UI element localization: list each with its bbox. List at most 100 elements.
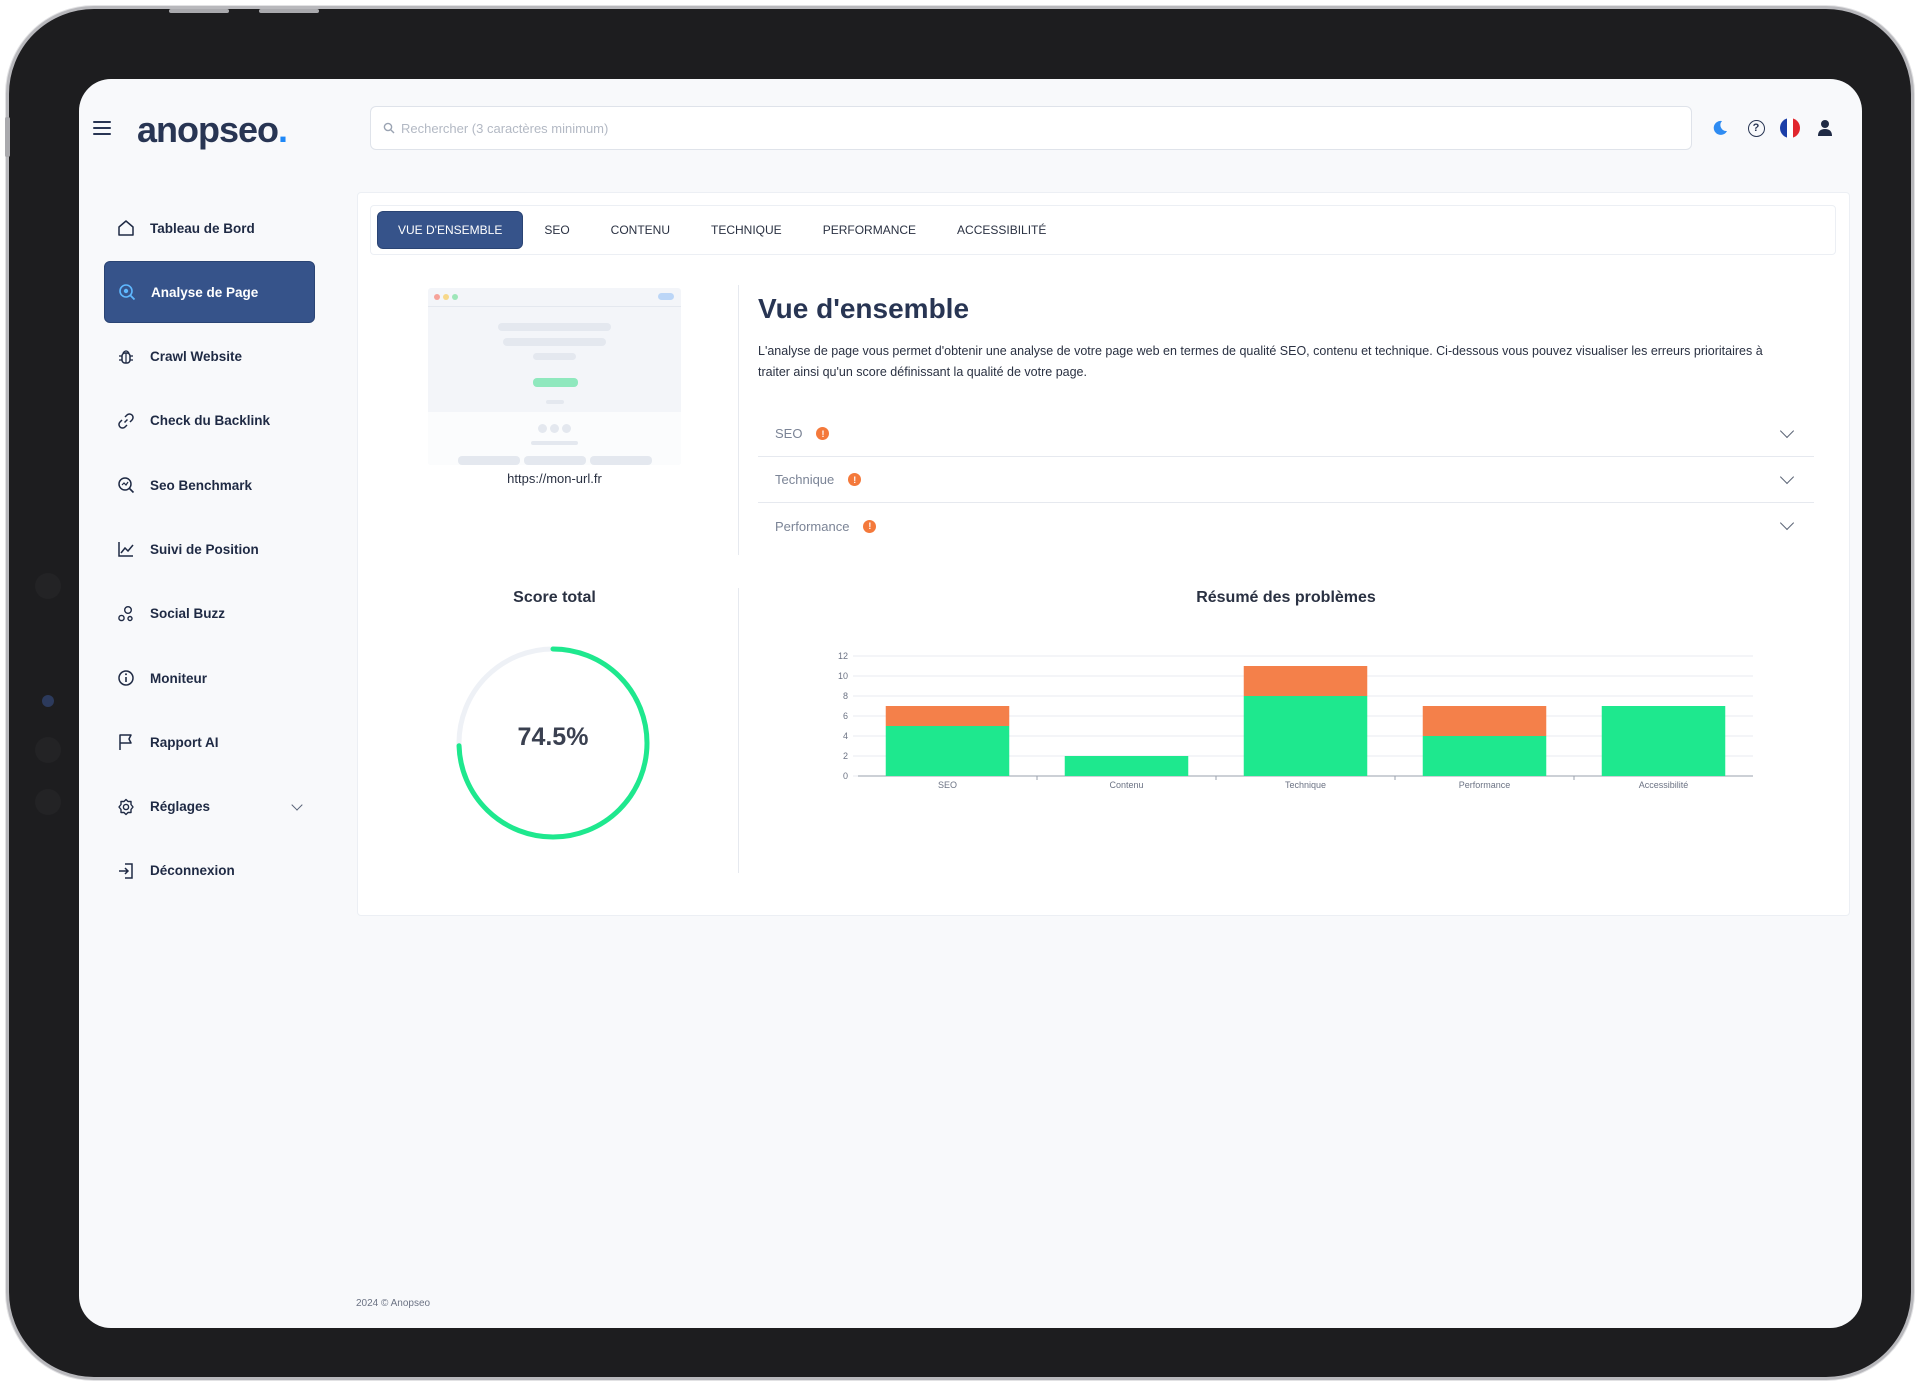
sidebar-item-label: Tableau de Bord [150, 220, 255, 236]
y-tick-label: 8 [843, 691, 848, 701]
bar-primary-seo [885, 726, 1010, 776]
y-tick-label: 4 [843, 731, 848, 741]
bar-secondary-seo [885, 706, 1010, 726]
gauge-progress [456, 646, 650, 840]
x-tick-label: Contenu [1109, 780, 1143, 790]
x-tick-label: SEO [938, 780, 957, 790]
help-icon[interactable]: ? [1745, 117, 1767, 139]
logout-icon [116, 861, 136, 881]
y-tick-label: 0 [843, 771, 848, 781]
sidebar-item-deconnexion[interactable]: Déconnexion [104, 840, 315, 902]
score-title: Score total [513, 589, 596, 606]
preview-bar [533, 353, 576, 360]
x-tick-label: Technique [1285, 780, 1326, 790]
y-tick-label: 6 [843, 711, 848, 721]
preview-dot [562, 424, 571, 433]
sidebar-item-label: Rapport AI [150, 734, 219, 750]
tab-technique[interactable]: TECHNIQUE [711, 223, 782, 237]
y-tick-label: 2 [843, 751, 848, 761]
tab-performance[interactable]: PERFORMANCE [822, 223, 917, 237]
preview-bar [546, 400, 564, 404]
search-icon [383, 122, 395, 134]
sidebar-item-suivi-de-position[interactable]: Suivi de Position [104, 518, 315, 580]
score-value: 74.5% [517, 723, 589, 751]
preview-bar [531, 441, 578, 445]
sidebar-item-label: Social Buzz [150, 606, 226, 622]
search-bar[interactable] [370, 106, 1692, 150]
accordion-technique[interactable]: Technique ! [758, 457, 1814, 503]
bar-primary-contenu [1064, 756, 1189, 776]
analysis-card: VUE D'ENSEMBLE SEO CONTENU TECHNIQUE PER… [357, 192, 1850, 916]
bar-primary-accessibilité [1601, 706, 1726, 776]
y-tick-label: 12 [838, 651, 848, 661]
page-preview-thumbnail [428, 288, 681, 465]
sidebar-item-label: Seo Benchmark [150, 477, 253, 493]
side-button [5, 117, 10, 157]
home-icon [116, 218, 136, 238]
preview-bar [503, 338, 606, 346]
tab-contenu[interactable]: CONTENU [610, 223, 671, 237]
preview-dot [452, 294, 458, 300]
sidebar-item-reglages[interactable]: Réglages [104, 776, 315, 838]
sidebar-item-label: Suivi de Position [150, 541, 259, 557]
menu-icon[interactable] [93, 121, 111, 135]
logo[interactable]: anopseo. [137, 109, 288, 150]
sidebar-item-rapport-ai[interactable]: Rapport AI [104, 711, 315, 773]
divider [738, 285, 739, 555]
top-button [169, 9, 229, 13]
divider [738, 588, 739, 873]
sidebar-item-seo-benchmark[interactable]: Seo Benchmark [104, 454, 315, 516]
camera-dot [35, 737, 61, 763]
top-bar: anopseo. ? [79, 79, 1862, 179]
sidebar-item-check-du-backlink[interactable]: Check du Backlink [104, 390, 315, 452]
accordion-label: SEO [775, 426, 803, 441]
section-title: Vue d'ensemble [758, 293, 970, 324]
benchmark-icon [116, 475, 136, 495]
sidebar-item-tableau-de-bord[interactable]: Tableau de Bord [104, 197, 315, 259]
user-icon[interactable] [1814, 117, 1836, 139]
sidebar-item-social-buzz[interactable]: Social Buzz [104, 583, 315, 645]
french-flag-icon[interactable] [1779, 117, 1801, 139]
chevron-down-icon[interactable] [1779, 423, 1795, 439]
chevron-down-icon[interactable] [1779, 469, 1795, 485]
sidebar-item-crawl-website[interactable]: Crawl Website [104, 326, 315, 388]
score-gauge [456, 646, 650, 840]
preview-dot [434, 294, 440, 300]
top-button [259, 9, 319, 13]
warning-icon: ! [848, 473, 862, 486]
preview-dot [550, 424, 559, 433]
tab-seo[interactable]: SEO [544, 223, 570, 237]
footer-copyright: 2024 © Anopseo [356, 1298, 431, 1309]
moon-icon[interactable] [1709, 117, 1731, 139]
search-input[interactable] [401, 120, 1601, 136]
tab-vue-d-ensemble[interactable]: VUE D'ENSEMBLE [377, 211, 524, 249]
sidebar-item-label: Crawl Website [150, 349, 243, 365]
camera-dot [35, 789, 61, 815]
chevron-down-icon[interactable] [291, 799, 303, 811]
sidebar-item-analyse-de-page[interactable]: Analyse de Page [104, 261, 315, 324]
sidebar-nav: Tableau de Bord Analyse de Page Crawl We… [104, 197, 315, 904]
sidebar-item-moniteur[interactable]: Moniteur [104, 647, 315, 709]
chevron-down-icon[interactable] [1779, 515, 1795, 531]
preview-bar [458, 456, 520, 465]
tab-bar: VUE D'ENSEMBLE SEO CONTENU TECHNIQUE PER… [370, 205, 1836, 255]
sidebar-item-label: Réglages [150, 799, 211, 815]
bar-secondary-technique [1243, 666, 1368, 696]
bar-primary-performance [1422, 736, 1547, 776]
issues-bar-chart: 0 2 4 6 8 10 12 SEO Contenu Technique Performance A… [838, 651, 1753, 790]
tablet-frame: anopseo. ? Tableau de Bord [5, 6, 1914, 1380]
preview-bar [658, 293, 674, 300]
accordion-seo[interactable]: SEO ! [758, 411, 1814, 457]
preview-dot [443, 294, 449, 300]
bug-icon [116, 347, 136, 367]
accordion-performance[interactable]: Performance ! [758, 503, 1814, 549]
settings-icon [116, 797, 136, 817]
y-tick-label: 10 [838, 671, 848, 681]
preview-bar [498, 323, 611, 331]
preview-url[interactable]: https://mon-url.fr [507, 471, 602, 486]
bar-primary-technique [1243, 696, 1368, 776]
chart-line-icon [116, 539, 136, 559]
accordion-label: Performance [775, 518, 850, 534]
preview-dot [538, 424, 547, 433]
tab-accessibilite[interactable]: ACCESSIBILITÉ [957, 223, 1047, 237]
